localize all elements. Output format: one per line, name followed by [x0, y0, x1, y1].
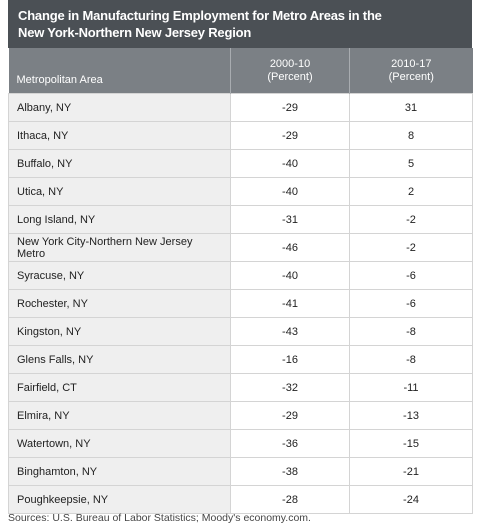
column-header: 2000-10 (Percent) [230, 48, 350, 94]
percent-change: -32 [230, 373, 350, 402]
table-row: Long Island, NY -31 -2 [8, 205, 473, 234]
table-row: Elmira, NY -29 -13 [8, 401, 473, 430]
percent-change: -11 [349, 373, 473, 402]
table-row: Syracuse, NY -40 -6 [8, 261, 473, 290]
percent-change: -21 [349, 457, 473, 486]
percent-change: -6 [349, 289, 473, 318]
metro-name: Kingston, NY [8, 317, 231, 346]
percent-change: -2 [349, 233, 473, 262]
source-note: Sources: U.S. Bureau of Labor Statistics… [8, 512, 311, 524]
percent-change: -8 [349, 345, 473, 374]
table-row: Watertown, NY -36 -15 [8, 429, 473, 458]
table-row: New York City-Northern New Jersey Metro -… [8, 233, 473, 262]
percent-change: -13 [349, 401, 473, 430]
metro-name: Elmira, NY [8, 401, 231, 430]
percent-change: -29 [230, 121, 350, 150]
percent-change: -43 [230, 317, 350, 346]
metro-name: Syracuse, NY [8, 261, 231, 290]
percent-change: 2 [349, 177, 473, 206]
title-bar: Change in Manufacturing Employment for M… [8, 0, 472, 48]
column-header: Metropolitan Area [8, 48, 231, 94]
table-body: Albany, NY -29 31 Ithaca, NY -29 8 Buffalo, NY… [8, 93, 473, 514]
metro-name: Binghamton, NY [8, 457, 231, 486]
data-table: Metropolitan Area 2000-10 (Percent) 2010-1… [8, 48, 473, 514]
metro-name: Albany, NY [8, 93, 231, 122]
percent-change: -31 [230, 205, 350, 234]
percent-change: -38 [230, 457, 350, 486]
percent-change: -29 [230, 93, 350, 122]
metro-name: Long Island, NY [8, 205, 231, 234]
percent-change: -40 [230, 149, 350, 178]
percent-change: 31 [349, 93, 473, 122]
table-row: Utica, NY -40 2 [8, 177, 473, 206]
metro-name: Poughkeepsie, NY [8, 485, 231, 514]
metro-name: Ithaca, NY [8, 121, 231, 150]
table-row: Albany, NY -29 31 [8, 93, 473, 122]
metro-name: Glens Falls, NY [8, 345, 231, 374]
table-row: Rochester, NY -41 -6 [8, 289, 473, 318]
percent-change: 8 [349, 121, 473, 150]
metro-name: Watertown, NY [8, 429, 231, 458]
metro-name: Rochester, NY [8, 289, 231, 318]
metro-name: Utica, NY [8, 177, 231, 206]
table-row: Fairfield, CT -32 -11 [8, 373, 473, 402]
metro-name: Fairfield, CT [8, 373, 231, 402]
percent-change: -24 [349, 485, 473, 514]
table-row: Ithaca, NY -29 8 [8, 121, 473, 150]
metro-name: Buffalo, NY [8, 149, 231, 178]
table-card: Change in Manufacturing Employment for M… [8, 0, 473, 514]
title-line: New York-Northern New Jersey Region [18, 25, 252, 40]
percent-change: -46 [230, 233, 350, 262]
percent-change: -28 [230, 485, 350, 514]
percent-change: -8 [349, 317, 473, 346]
percent-change: -15 [349, 429, 473, 458]
percent-change: 5 [349, 149, 473, 178]
percent-change: -41 [230, 289, 350, 318]
table-row: Binghamton, NY -38 -21 [8, 457, 473, 486]
table-row: Kingston, NY -43 -8 [8, 317, 473, 346]
percent-change: -40 [230, 177, 350, 206]
table-row: Buffalo, NY -40 5 [8, 149, 473, 178]
percent-change: -40 [230, 261, 350, 290]
title-line: Change in Manufacturing Employment for M… [18, 8, 382, 23]
percent-change: -29 [230, 401, 350, 430]
column-header: 2010-17 (Percent) [349, 48, 473, 94]
percent-change: -36 [230, 429, 350, 458]
table-row: Poughkeepsie, NY -28 -24 [8, 485, 473, 514]
percent-change: -16 [230, 345, 350, 374]
percent-change: -2 [349, 205, 473, 234]
header-row: Metropolitan Area 2000-10 (Percent) 2010-1… [8, 48, 473, 94]
percent-change: -6 [349, 261, 473, 290]
metro-name: New York City-Northern New Jersey Metro [8, 233, 231, 262]
table-row: Glens Falls, NY -16 -8 [8, 345, 473, 374]
